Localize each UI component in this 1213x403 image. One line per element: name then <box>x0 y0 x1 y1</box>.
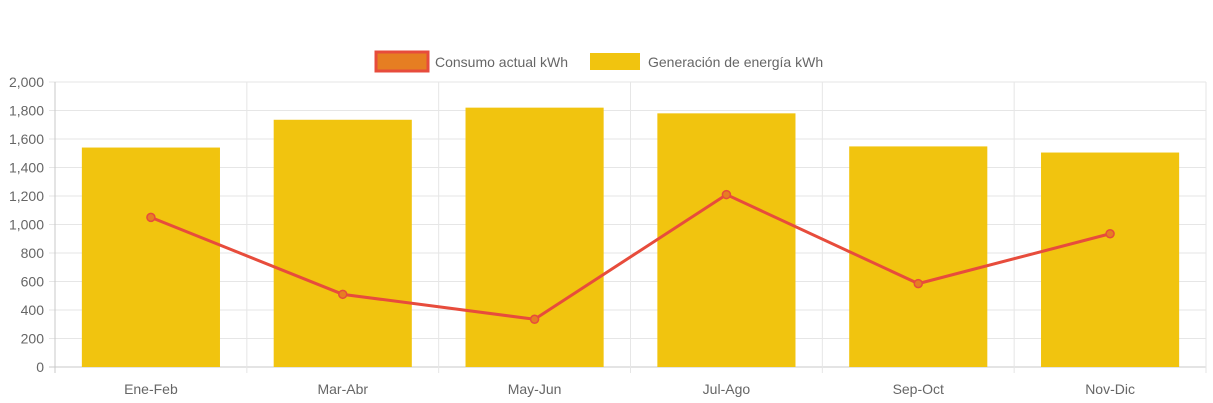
point-consumo <box>338 289 348 300</box>
y-tick-label: 1,800 <box>9 103 44 119</box>
y-tick-label: 200 <box>21 331 45 347</box>
legend-swatch-generacion <box>590 53 640 70</box>
point-consumo <box>529 314 540 325</box>
point-consumo <box>1105 229 1115 239</box>
point-consumo <box>721 189 732 200</box>
legend-label-generacion: Generación de energía kWh <box>648 54 823 70</box>
y-tick-label: 1,600 <box>9 131 44 147</box>
legend: Consumo actual kWh Generación de energía… <box>374 50 823 73</box>
line-layer <box>146 189 1115 325</box>
y-tick-label: 2,000 <box>9 74 44 90</box>
legend-label-consumo: Consumo actual kWh <box>435 54 568 70</box>
y-tick-label: 600 <box>21 274 45 290</box>
bar-generacion <box>849 146 988 367</box>
point-consumo <box>913 278 923 289</box>
y-tick-label: 800 <box>21 245 45 261</box>
y-tick-label: 1,400 <box>9 160 44 176</box>
legend-item-consumo[interactable]: Consumo actual kWh <box>374 50 568 73</box>
x-tick-label: Jul-Ago <box>703 381 751 397</box>
y-tick-label: 0 <box>36 359 44 375</box>
bar-layer <box>81 107 1180 368</box>
x-tick-label: Mar-Abr <box>317 381 368 397</box>
legend-swatch-consumo <box>374 50 430 73</box>
point-consumo <box>146 212 156 223</box>
bar-generacion <box>1041 152 1180 367</box>
y-tick-label: 400 <box>21 302 45 318</box>
x-tick-label: Ene-Feb <box>124 381 178 397</box>
y-tick-label: 1,200 <box>9 188 44 204</box>
grid-layer <box>49 81 1207 373</box>
legend-item-generacion[interactable]: Generación de energía kWh <box>590 53 823 70</box>
x-tick-label: Sep-Oct <box>893 381 944 397</box>
x-tick-label: May-Jun <box>508 381 562 397</box>
axis-layer: 0 200 400 600 800 1,000 1,200 1,400 1,600 1,800 2,… <box>9 74 1135 397</box>
line-consumo <box>150 193 1111 321</box>
bar-generacion <box>465 107 604 368</box>
y-tick-label: 1,000 <box>9 217 44 233</box>
bar-generacion <box>657 113 796 367</box>
x-tick-label: Nov-Dic <box>1085 381 1135 397</box>
bar-generacion <box>273 119 412 367</box>
bar-generacion <box>81 147 220 367</box>
